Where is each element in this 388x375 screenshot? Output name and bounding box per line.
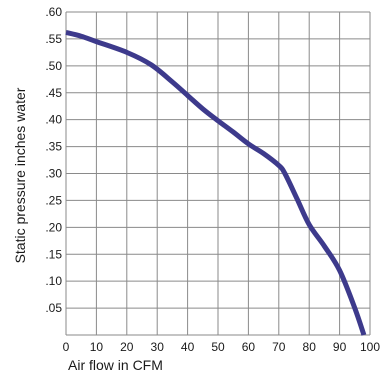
x-axis-label: Air flow in CFM [68,357,163,373]
y-tick-label: .05 [45,301,62,315]
series-group [65,30,367,336]
x-tick-label: 100 [360,340,380,354]
y-tick-label: .10 [45,274,62,288]
y-tick-labels: .05 .10 .15 .20 .25 .30 .35 .40 .45 .50 .55 .60 [45,5,62,315]
x-tick-labels: 0 10 20 30 40 50 60 70 80 90 100 [63,340,381,354]
x-tick-label: 60 [242,340,256,354]
x-tick-label: 40 [181,340,195,354]
x-tick-label: 0 [63,340,70,354]
y-tick-label: .25 [45,193,62,207]
y-tick-label: .50 [45,59,62,73]
x-tick-label: 90 [333,340,347,354]
y-tick-label: .40 [45,113,62,127]
x-tick-label: 20 [120,340,134,354]
y-tick-label: .30 [45,167,62,181]
x-tick-label: 10 [90,340,104,354]
y-tick-label: .60 [45,5,62,19]
y-tick-label: .20 [45,220,62,234]
y-tick-label: .15 [45,247,62,261]
y-tick-label: .55 [45,32,62,46]
y-tick-label: .35 [45,140,62,154]
x-tick-label: 80 [303,340,317,354]
x-tick-label: 30 [151,340,165,354]
series-line [65,30,367,336]
y-tick-label: .45 [45,86,62,100]
x-tick-label: 50 [211,340,225,354]
grid-lines [65,11,371,336]
x-tick-label: 70 [272,340,286,354]
y-axis-label: Static pressure inches water [12,87,28,263]
